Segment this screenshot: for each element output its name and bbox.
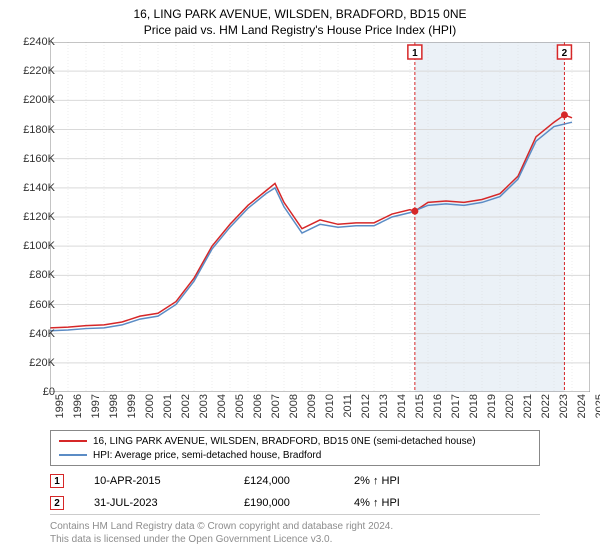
x-tick-label: 2010 [324,394,336,424]
separator [50,514,540,515]
attribution-line1: Contains HM Land Registry data © Crown c… [50,520,393,533]
event-date: 10-APR-2015 [94,475,244,487]
legend-row: 16, LING PARK AVENUE, WILSDEN, BRADFORD,… [59,434,531,448]
x-tick-label: 1996 [72,394,84,424]
event-price: £190,000 [244,497,354,509]
event-row: 1 10-APR-2015£124,0002% ↑ HPI [42,470,552,492]
event-delta: 2% ↑ HPI [354,475,464,487]
attribution-line2: This data is licensed under the Open Gov… [50,533,393,546]
x-tick-label: 2002 [180,394,192,424]
svg-text:1: 1 [412,48,418,59]
x-tick-label: 2003 [198,394,210,424]
x-tick-label: 1999 [126,394,138,424]
x-tick-label: 2022 [540,394,552,424]
y-tick-label: £120K [5,211,55,223]
chart-container: 16, LING PARK AVENUE, WILSDEN, BRADFORD,… [0,0,600,560]
y-tick-label: £160K [5,153,55,165]
event-price: £124,000 [244,475,354,487]
y-tick-label: £60K [5,299,55,311]
event-date: 31-JUL-2023 [94,497,244,509]
y-tick-label: £0 [5,386,55,398]
y-tick-label: £20K [5,357,55,369]
x-tick-label: 2021 [522,394,534,424]
legend-label: 16, LING PARK AVENUE, WILSDEN, BRADFORD,… [93,436,476,447]
x-tick-label: 2025 [594,394,600,424]
title-block: 16, LING PARK AVENUE, WILSDEN, BRADFORD,… [0,0,600,38]
x-tick-label: 1995 [54,394,66,424]
y-tick-label: £40K [5,328,55,340]
x-tick-label: 2000 [144,394,156,424]
x-tick-label: 2007 [270,394,282,424]
x-tick-label: 2014 [396,394,408,424]
y-tick-label: £140K [5,182,55,194]
x-tick-label: 2017 [450,394,462,424]
legend-row: HPI: Average price, semi-detached house,… [59,448,531,462]
title-subtitle: Price paid vs. HM Land Registry's House … [0,22,600,38]
legend: 16, LING PARK AVENUE, WILSDEN, BRADFORD,… [50,430,540,466]
x-tick-label: 2019 [486,394,498,424]
x-tick-label: 2013 [378,394,390,424]
x-tick-label: 2024 [576,394,588,424]
y-tick-label: £240K [5,36,55,48]
title-address: 16, LING PARK AVENUE, WILSDEN, BRADFORD,… [0,6,600,22]
x-tick-label: 2011 [342,394,354,424]
x-tick-label: 2023 [558,394,570,424]
events-table: 1 10-APR-2015£124,0002% ↑ HPI 2 31-JUL-2023… [42,470,552,514]
x-tick-label: 2008 [288,394,300,424]
event-delta: 4% ↑ HPI [354,497,464,509]
event-marker: 2 [50,496,64,510]
x-tick-label: 2016 [432,394,444,424]
event-marker: 1 [50,474,64,488]
event-row: 2 31-JUL-2023£190,0004% ↑ HPI [42,492,552,514]
x-tick-label: 2004 [216,394,228,424]
x-tick-label: 1998 [108,394,120,424]
x-tick-label: 2005 [234,394,246,424]
y-tick-label: £80K [5,269,55,281]
x-tick-label: 2006 [252,394,264,424]
attribution: Contains HM Land Registry data © Crown c… [50,520,393,546]
y-tick-label: £180K [5,124,55,136]
y-tick-label: £220K [5,65,55,77]
x-tick-label: 2012 [360,394,372,424]
y-tick-label: £100K [5,240,55,252]
svg-text:2: 2 [562,48,568,59]
x-tick-label: 2001 [162,394,174,424]
x-tick-label: 2009 [306,394,318,424]
y-tick-label: £200K [5,94,55,106]
chart-svg: 12 [50,42,590,392]
x-tick-label: 2015 [414,394,426,424]
legend-label: HPI: Average price, semi-detached house,… [93,450,321,461]
x-tick-label: 2020 [504,394,516,424]
x-tick-label: 2018 [468,394,480,424]
x-tick-label: 1997 [90,394,102,424]
legend-swatch [59,454,87,456]
legend-swatch [59,440,87,442]
